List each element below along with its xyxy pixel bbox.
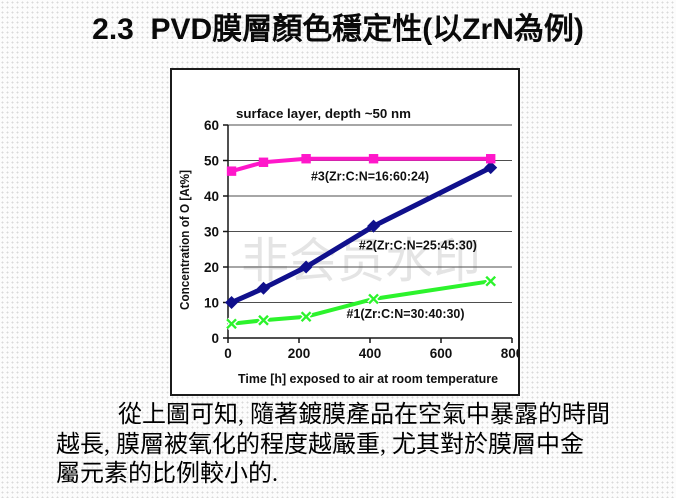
marker-x: [368, 293, 379, 305]
y-tick-label: 50: [204, 154, 219, 169]
marker-diamond: [484, 161, 498, 175]
y-tick-label: 20: [204, 260, 219, 275]
y-tick-label: 40: [204, 189, 219, 204]
paragraph-line: 越長, 膜層被氧化的程度越嚴重, 尤其對於膜層中金: [56, 431, 584, 458]
y-tick-label: 10: [204, 296, 219, 311]
x-tick-label: 400: [359, 346, 382, 361]
marker-diamond: [225, 295, 239, 310]
y-axis-title: Concentration of O [At%]: [178, 170, 192, 310]
marker-square: [486, 154, 496, 164]
marker-square: [368, 154, 379, 164]
marker-square: [301, 154, 311, 164]
x-tick-label: 200: [288, 346, 311, 361]
body-text: 從上圖可知, 隨著鍍膜產品在空氣中暴露的時間 越長, 膜層被氧化的程度越嚴重, …: [56, 401, 634, 490]
marker-diamond: [299, 260, 313, 274]
x-tick-label: 600: [430, 346, 453, 361]
series-label: #1(Zr:C:N=30:40:30): [347, 307, 465, 321]
x-axis-title: Time [h] exposed to air at room temperat…: [238, 372, 498, 386]
y-tick-label: 60: [204, 118, 219, 133]
chart-title: surface layer, depth ~50 nm: [236, 106, 411, 121]
marker-x: [226, 318, 237, 330]
chart-panel: 非会员水印01020304050600200400600800surface l…: [170, 68, 520, 396]
marker-x: [485, 275, 497, 287]
marker-x: [300, 311, 312, 323]
x-tick-label: 0: [224, 346, 232, 361]
marker-x: [258, 314, 269, 326]
series-label: #2(Zr:C:N=25:45:30): [359, 239, 477, 253]
marker-square: [226, 166, 237, 176]
y-tick-label: 30: [204, 225, 219, 240]
series-label: #3(Zr:C:N=16:60:24): [311, 169, 429, 183]
x-tick-label: 800: [501, 346, 518, 361]
slide-title: 2.3 PVD膜層顏色穩定性(以ZrN為例): [92, 13, 584, 46]
paragraph-line: 從上圖可知, 隨著鍍膜產品在空氣中暴露的時間: [118, 402, 610, 428]
paragraph-line: 屬元素的比例較小的.: [56, 461, 278, 487]
y-tick-label: 0: [211, 331, 219, 346]
line-chart: 非会员水印01020304050600200400600800surface l…: [178, 106, 518, 386]
marker-square: [258, 157, 269, 167]
